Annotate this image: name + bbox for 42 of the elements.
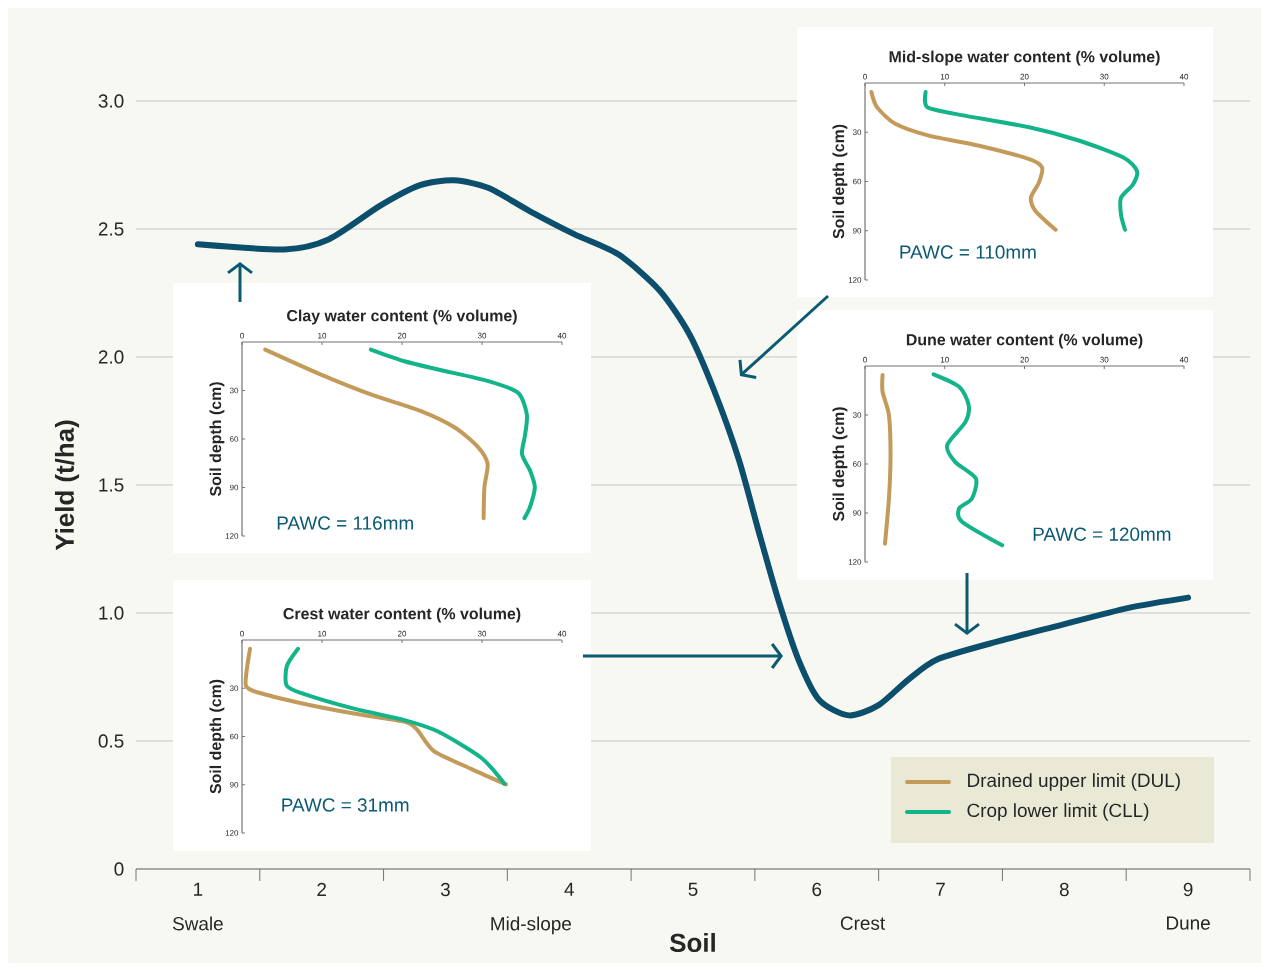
- x-tick-label: 5: [688, 882, 698, 896]
- x-tick-label: 2: [317, 882, 326, 896]
- annotation: PAWC = 31mm: [282, 798, 409, 812]
- x-tick-label: 8: [1059, 882, 1069, 897]
- chart-title: Clay water content (% volume): [287, 309, 517, 325]
- line-series: [923, 90, 1140, 232]
- line-series: [880, 372, 893, 546]
- y-axis-title: Soil depth (cm): [209, 679, 225, 794]
- annotation: PAWC = 110mm: [900, 245, 1036, 259]
- y-tick-label: 2.0: [98, 350, 124, 364]
- text: Crest: [840, 916, 886, 930]
- x-tick-label: 7: [936, 882, 945, 896]
- text: Dune: [1167, 916, 1210, 930]
- x-tick-label: 3: [440, 882, 450, 897]
- line-series: [283, 646, 507, 786]
- legend-label: Drained upper limit (DUL): [968, 773, 1180, 791]
- y-axis-title: Soil depth (cm): [832, 124, 848, 239]
- y-tick-label: 1.5: [99, 478, 124, 492]
- legend-label: Crop lower limit (CLL): [967, 803, 1149, 821]
- line-series: [869, 90, 1058, 232]
- y-axis-title: Soil depth (cm): [832, 407, 848, 522]
- y-tick-label: 1.0: [99, 606, 124, 620]
- y-tick-label: 3.0: [98, 94, 124, 108]
- line-series: [243, 646, 509, 787]
- annotation: PAWC = 120mm: [1033, 527, 1171, 541]
- y-tick-label: 0: [114, 862, 124, 876]
- chart-title: Mid-slope water content (% volume): [889, 50, 1160, 66]
- y-axis-title: Yield (t/ha): [54, 420, 80, 551]
- chart-title: Dune water content (% volume): [906, 333, 1143, 349]
- chart-title: Crest water content (% volume): [283, 607, 521, 623]
- annotation: PAWC = 116mm: [277, 516, 413, 530]
- y-tick-label: 2.5: [98, 222, 124, 236]
- x-axis-title: Soil: [669, 933, 715, 953]
- x-tick-label: 6: [812, 882, 822, 897]
- text: Swale: [172, 916, 223, 931]
- x-tick-label: 4: [564, 882, 574, 896]
- y-axis-title: Soil depth (cm): [209, 382, 225, 497]
- y-tick-label: 0.5: [98, 734, 124, 748]
- text: Mid-slope: [491, 916, 572, 935]
- line-series: [931, 372, 1005, 548]
- x-tick-label: 1: [194, 882, 203, 896]
- x-tick-label: 9: [1183, 882, 1193, 897]
